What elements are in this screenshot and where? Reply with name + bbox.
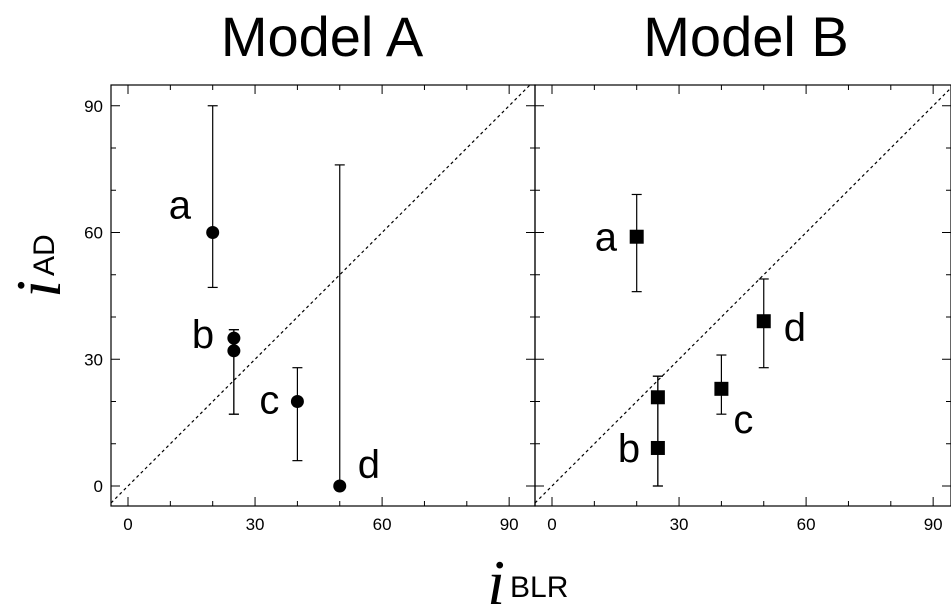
data-point — [714, 381, 729, 396]
x-axis-sub: BLR — [510, 571, 568, 604]
y-axis-sub: AD — [28, 234, 61, 276]
x-tick-label: 30 — [246, 515, 265, 534]
data-point — [629, 229, 644, 244]
plot-frame — [110, 84, 536, 507]
point-label-d: d — [358, 443, 380, 487]
x-tick-label: 0 — [123, 515, 132, 534]
data-point — [756, 314, 771, 329]
y-tick-label: 30 — [84, 350, 103, 369]
panel-model-b: 0 30 60 90 a b c d — [534, 84, 951, 534]
x-tick-label: 60 — [373, 515, 392, 534]
x-tick-label: 90 — [500, 515, 519, 534]
title-model-b: Model B — [643, 5, 848, 68]
reference-line-y-equals-x — [111, 85, 531, 504]
point-label-b: b — [618, 427, 640, 471]
x-axis-var: i — [487, 547, 505, 614]
point-label-d: d — [784, 306, 806, 350]
y-tick-label: 90 — [84, 97, 103, 116]
plot-frame — [534, 84, 951, 507]
point-label-a: a — [169, 184, 192, 228]
data-point — [206, 226, 220, 239]
x-axis-label: i — [487, 547, 505, 614]
x-tick-label: 0 — [547, 515, 556, 534]
x-tick-label: 60 — [797, 515, 816, 534]
data-point — [290, 395, 304, 408]
y-axis-var: i — [3, 280, 74, 298]
title-model-a: Model A — [221, 5, 424, 68]
y-tick-label: 60 — [84, 224, 103, 243]
panel-model-a: 0 30 60 90 0 30 60 90 a b c d — [84, 84, 536, 534]
data-point — [650, 440, 665, 455]
data-point — [333, 479, 347, 493]
reference-line-y-equals-x — [535, 87, 951, 504]
point-label-b: b — [192, 313, 214, 357]
point-label-c: c — [733, 398, 753, 442]
y-axis-label: i AD — [3, 234, 74, 297]
point-label-a: a — [595, 216, 618, 260]
x-tick-label: 30 — [670, 515, 689, 534]
x-tick-label: 90 — [924, 515, 943, 534]
point-label-c: c — [259, 379, 279, 423]
y-tick-label: 0 — [94, 477, 103, 496]
data-point — [227, 344, 241, 358]
